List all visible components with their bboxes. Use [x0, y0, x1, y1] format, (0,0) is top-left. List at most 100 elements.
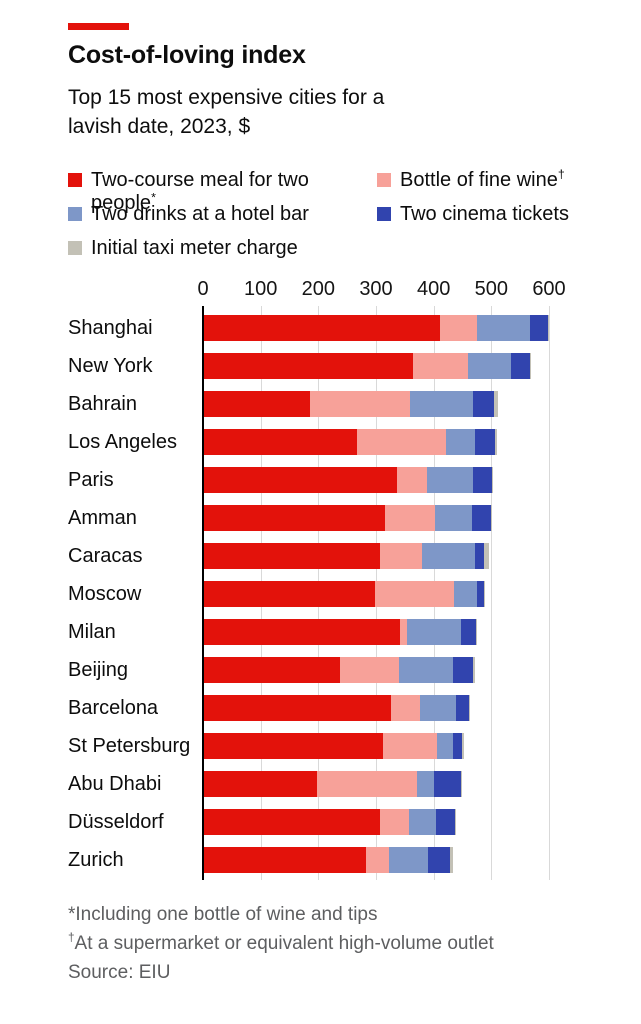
brand-rule	[68, 23, 129, 30]
bar-segment	[495, 429, 498, 455]
bar-segment	[391, 695, 420, 721]
page-title: Cost-of-loving index	[68, 41, 306, 69]
category-label: Caracas	[68, 545, 143, 567]
bar-segment	[436, 809, 455, 835]
bar-segment	[380, 543, 422, 569]
bar-segment	[493, 391, 498, 417]
bar-segment	[317, 771, 418, 797]
bar-barcelona	[203, 695, 471, 721]
category-label: Moscow	[68, 583, 142, 605]
x-tick-label: 300	[359, 278, 393, 300]
bar-segment	[203, 353, 413, 379]
category-label: Barcelona	[68, 697, 159, 719]
bar-segment	[310, 391, 411, 417]
legend-swatch-wine	[377, 173, 391, 187]
x-tick-label: 100	[243, 278, 278, 300]
bar-segment	[203, 771, 318, 797]
bar-segment	[203, 467, 397, 493]
bar-segment	[419, 695, 456, 721]
bar-segment	[399, 657, 454, 683]
bar-segment	[357, 429, 447, 455]
bar-segment	[462, 733, 464, 759]
bar-segment	[476, 619, 478, 645]
bar-segment	[461, 619, 477, 645]
legend-swatch-meal	[68, 173, 82, 187]
bar-los-angeles	[203, 429, 498, 455]
bar-segment	[453, 733, 463, 759]
x-tick-label: 0	[197, 278, 209, 300]
x-tick-label: 200	[301, 278, 336, 300]
bar-amman	[203, 505, 492, 531]
bar-segment	[428, 847, 450, 873]
bar-segment	[529, 353, 532, 379]
bar-segment	[407, 619, 462, 645]
bar-segment	[490, 505, 492, 531]
legend-label: Initial taxi meter charge	[91, 237, 298, 259]
bar-segment	[366, 847, 389, 873]
bar-segment	[435, 505, 473, 531]
legend-label: Two-course meal for two people*	[91, 169, 309, 214]
bar-segment	[396, 467, 427, 493]
bar-segment	[440, 315, 477, 341]
bar-segment	[473, 657, 475, 683]
footnote-line: *Including one bottle of wine and tips	[68, 904, 378, 925]
bar-segment	[203, 657, 340, 683]
bar-segment	[339, 657, 400, 683]
footnote-line: †At a supermarket or equivalent high-vol…	[68, 931, 494, 954]
chart-subtitle: Top 15 most expensive cities for a lavis…	[68, 86, 385, 138]
category-label: Abu Dhabi	[68, 773, 162, 795]
legend-item-wine: Bottle of fine wine†	[377, 167, 608, 194]
legend-item-taxi: Initial taxi meter charge	[68, 237, 377, 262]
gridline	[491, 306, 493, 880]
bar-düsseldorf	[203, 809, 457, 835]
bar-segment	[375, 581, 454, 607]
legend-label: Bottle of fine wine†	[400, 167, 565, 191]
stacked-bar-chart: 0 100 200 300 400 500 600 Shanghai New York Bahra…	[0, 272, 641, 888]
bar-caracas	[203, 543, 489, 569]
bar-segment	[203, 581, 376, 607]
gridline	[549, 306, 550, 880]
bar-segment	[530, 315, 548, 341]
category-label: Düsseldorf	[68, 811, 164, 833]
category-label: New York	[68, 355, 153, 377]
category-label: Milan	[68, 621, 116, 643]
bar-segment	[474, 429, 496, 455]
bar-segment	[473, 467, 492, 493]
bar-segment	[437, 733, 454, 759]
bar-abu-dhabi	[203, 771, 463, 797]
legend-item-meal: Two-course meal for two people*	[68, 169, 377, 214]
bar-segment	[417, 771, 435, 797]
bar-segment	[455, 695, 469, 721]
bar-segment	[384, 505, 436, 531]
bar-segment	[446, 429, 475, 455]
x-tick-label: 400	[416, 278, 451, 300]
bar-moscow	[203, 581, 486, 607]
bar-segment	[461, 771, 463, 797]
bar-segment	[203, 847, 367, 873]
legend-item-cinema: Two cinema tickets	[377, 203, 608, 228]
bar-shanghai	[203, 315, 549, 341]
bar-segment	[203, 543, 380, 569]
category-label: Shanghai	[68, 317, 153, 339]
bar-segment	[472, 505, 491, 531]
bar-segment	[547, 315, 549, 341]
category-label: Zurich	[68, 849, 124, 871]
bar-segment	[203, 809, 380, 835]
category-label: Bahrain	[68, 393, 137, 415]
footnotes: *Including one bottle of wine and tips †…	[68, 901, 494, 988]
bar-segment	[491, 467, 494, 493]
bar-bahrain	[203, 391, 498, 417]
bar-segment	[468, 695, 471, 721]
bar-new-york	[203, 353, 532, 379]
bar-segment	[380, 809, 409, 835]
bar-segment	[484, 581, 486, 607]
legend-label: Two drinks at a hotel bar	[91, 203, 309, 225]
legend-swatch-cinema	[377, 207, 391, 221]
bar-segment	[412, 353, 468, 379]
category-label: Beijing	[68, 659, 129, 681]
bar-segment	[484, 543, 489, 569]
bar-segment	[203, 505, 385, 531]
legend-label: Two cinema tickets	[400, 203, 569, 225]
bar-segment	[203, 429, 357, 455]
legend-item-drinks: Two drinks at a hotel bar	[68, 203, 377, 228]
